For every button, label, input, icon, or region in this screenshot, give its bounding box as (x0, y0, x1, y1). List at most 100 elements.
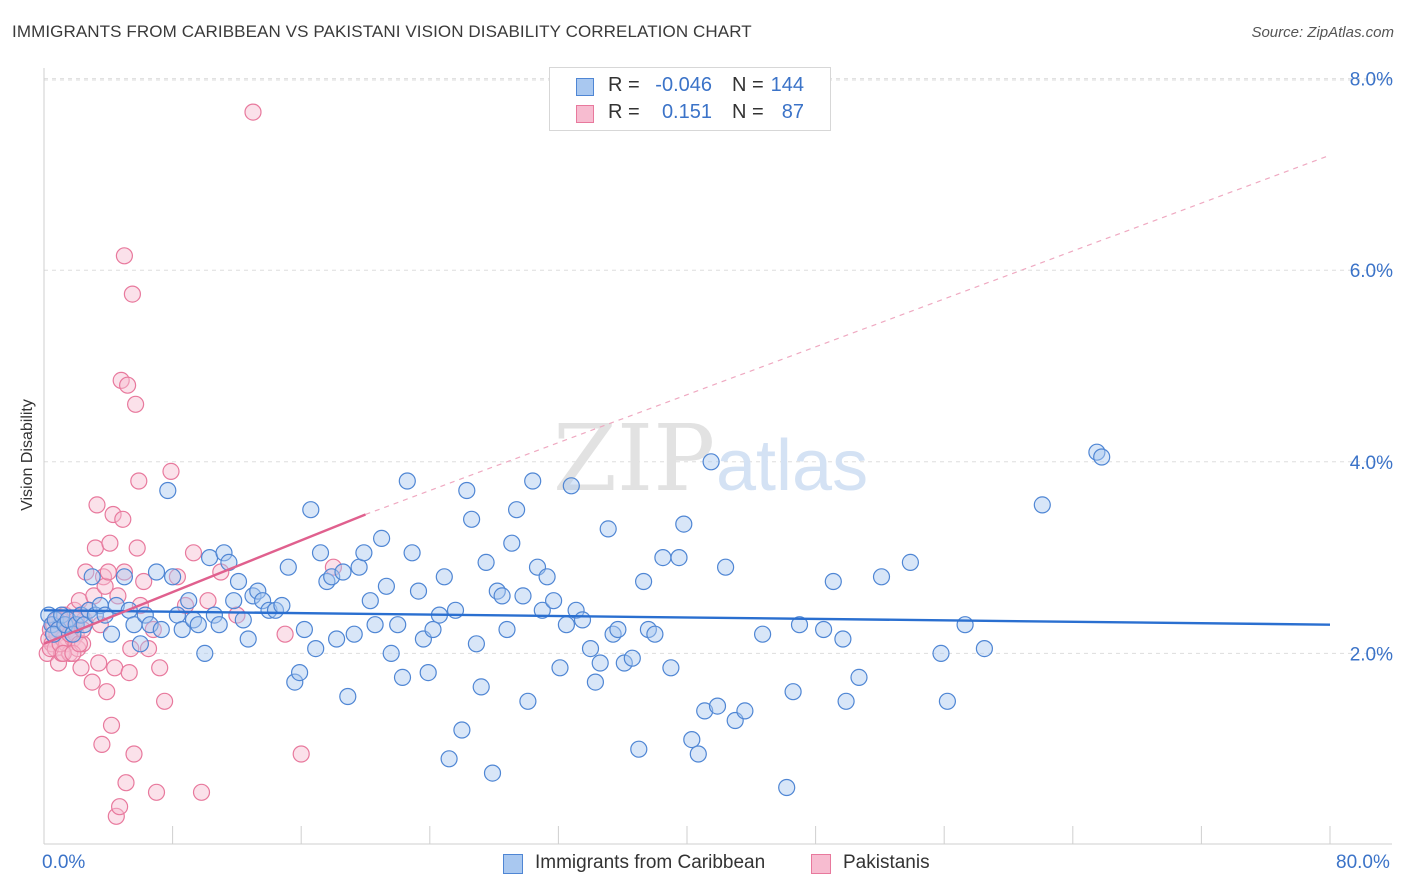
legend-n-label: N = (732, 101, 764, 123)
pakistani-point (98, 683, 116, 701)
axes (43, 68, 1392, 845)
caribbean-point (201, 548, 219, 567)
caribbean-point (458, 481, 476, 500)
caribbean-point (229, 572, 248, 591)
caribbean-point (1093, 448, 1111, 466)
caribbean-point (373, 529, 391, 548)
caribbean-point (141, 616, 159, 634)
x-tick-label-max: 80.0% (1336, 852, 1390, 873)
caribbean-trend-line (43, 609, 1331, 626)
caribbean-point (189, 616, 207, 634)
pakistani-point (162, 462, 180, 480)
caribbean-point (557, 616, 576, 634)
caribbean-point (350, 558, 368, 576)
legend-r-label: R = (608, 101, 640, 123)
pakistani-point (83, 673, 101, 691)
pakistani-point (115, 247, 134, 265)
caribbean-point (403, 544, 421, 562)
caribbean-point (696, 702, 714, 720)
caribbean-point (152, 620, 170, 639)
caribbean-point (168, 606, 186, 624)
caribbean-point (609, 620, 627, 639)
caribbean-point (382, 644, 400, 663)
y-tick-label: 6.0% (1350, 261, 1393, 282)
caribbean-point (323, 568, 341, 586)
y-tick-label: 4.0% (1350, 453, 1393, 474)
pakistani-point (110, 798, 129, 816)
watermark-zip: ZIP (553, 405, 715, 512)
caribbean-point (662, 659, 680, 677)
bottom-legend-swatch-blue (503, 854, 523, 874)
caribbean-point (419, 663, 437, 682)
watermark: ZIP atlas (553, 405, 868, 512)
pakistani-point (123, 285, 141, 303)
caribbean-point (683, 730, 701, 749)
caribbean-point (824, 572, 842, 591)
caribbean-point (472, 678, 490, 696)
caribbean-point (533, 601, 551, 619)
caribbean-point (225, 592, 243, 610)
y-tick-label: 8.0% (1350, 70, 1393, 91)
pakistani-point (72, 659, 90, 677)
pakistani-point (49, 654, 68, 672)
caribbean-point (334, 563, 352, 581)
pakistani-point (70, 635, 89, 653)
caribbean-point (630, 740, 648, 758)
pakistani-point (101, 534, 119, 552)
caribbean-point (675, 515, 693, 533)
pakistani-point (139, 639, 158, 658)
caribbean-point (938, 692, 957, 710)
pakistani-point (122, 639, 140, 658)
caribbean-point (483, 764, 502, 782)
caribbean-point (689, 745, 707, 763)
caribbean-point (654, 548, 672, 567)
bottom-legend-label: Pakistanis (843, 852, 930, 873)
caribbean-point (507, 501, 526, 519)
pakistani-point (184, 544, 203, 562)
caribbean-point (389, 616, 407, 634)
caribbean-point (435, 568, 453, 586)
caribbean-point (244, 587, 262, 605)
caribbean-point (591, 654, 609, 672)
caribbean-point (790, 616, 809, 634)
pakistani-point (156, 692, 174, 710)
source-label: Source: ZipAtlas.com (1251, 24, 1394, 41)
caribbean-point (196, 644, 214, 663)
caribbean-point (286, 673, 304, 691)
pakistani-point (106, 659, 124, 677)
pakistani-point (54, 644, 72, 663)
chart-title: IMMIGRANTS FROM CARIBBEAN VS PAKISTANI V… (12, 22, 752, 41)
caribbean-point (409, 582, 428, 600)
caribbean-point (850, 668, 868, 687)
caribbean-point (975, 639, 994, 658)
caribbean-point (488, 582, 506, 600)
caribbean-point (131, 635, 149, 653)
caribbean-point (514, 587, 532, 605)
caribbean-point (544, 592, 563, 610)
caribbean-point (115, 568, 134, 586)
caribbean-point (586, 673, 605, 691)
caribbean-point (366, 616, 384, 634)
caribbean-point (615, 654, 633, 672)
caribbean-point (753, 625, 772, 643)
caribbean-point (1088, 443, 1106, 461)
caribbean-point (477, 553, 495, 572)
legend-n-value: 87 (781, 101, 804, 123)
y-tick-labels: 2.0% 4.0% 6.0% 8.0% (1350, 70, 1393, 666)
caribbean-point (467, 635, 485, 653)
caribbean-point (519, 692, 537, 710)
trend-lines (43, 154, 1331, 645)
pakistani-point (118, 376, 137, 394)
legend-r-value: 0.151 (661, 101, 712, 123)
legend-r-value: -0.046 (655, 74, 712, 96)
correlation-legend: R = -0.046 N = 144 R = 0.151 N = 87 (549, 67, 831, 131)
y-tick-label: 2.0% (1350, 644, 1393, 665)
trend-line-extension (365, 154, 1331, 516)
caribbean-point (493, 587, 511, 605)
caribbean-point (102, 625, 121, 643)
pakistani-point (104, 505, 122, 524)
watermark-atlas: atlas (716, 426, 868, 506)
bottom-legend-label: Immigrants from Caribbean (535, 852, 766, 873)
pakistani-point (93, 735, 111, 754)
